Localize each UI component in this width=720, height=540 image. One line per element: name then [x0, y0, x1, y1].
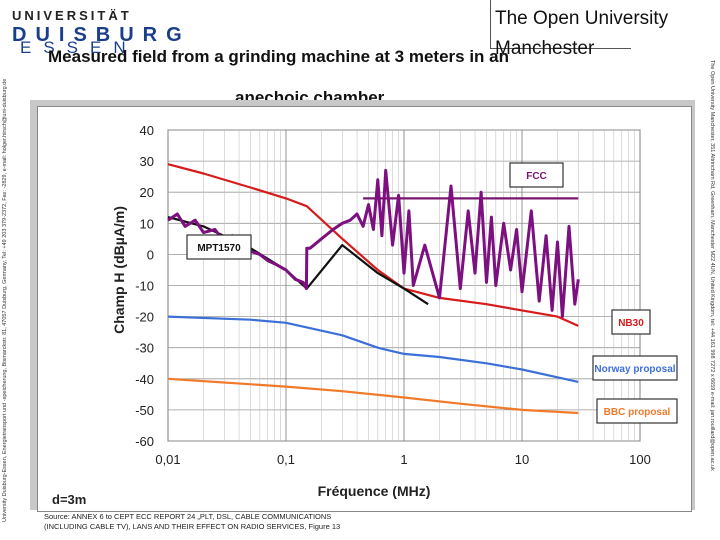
legend-layer: FCC MPT1570 NB30 Norway proposal BBC proposa… — [186, 162, 678, 424]
legend-box — [186, 234, 252, 260]
x-tick-label: 0,1 — [277, 452, 295, 467]
series-line-bbc-proposal — [167, 377, 579, 415]
caption-line1: Source: ANNEX 6 to CEPT ECC REPORT 24 „P… — [44, 512, 332, 521]
legend-label: BBC proposal — [604, 407, 671, 418]
partner-name-line2: Manchester — [495, 38, 595, 59]
legend-label: MPT1570 — [197, 243, 241, 254]
series-line-norway-proposal — [167, 315, 579, 383]
distance-annotation: d=3m — [52, 492, 86, 507]
series-line-nb30 — [167, 163, 579, 327]
y-tick-label: 0 — [147, 247, 154, 262]
y-tick-label: 10 — [140, 216, 154, 231]
y-tick-label: 40 — [140, 123, 154, 138]
y-tick-label: -20 — [135, 310, 154, 325]
y-tick-label: 30 — [140, 154, 154, 169]
series-line-measured-field — [167, 168, 580, 319]
legend-label: Norway proposal — [594, 364, 675, 375]
legend-box — [596, 398, 678, 424]
y-tick-label: -30 — [135, 341, 154, 356]
slide-title-line1: Measured field from a grinding machine a… — [48, 47, 510, 66]
university-name-line3: ESSEN — [20, 38, 138, 57]
x-tick-label: 10 — [515, 452, 529, 467]
series-layer — [167, 163, 580, 415]
x-axis-label: Fréquence (MHz) — [318, 483, 431, 499]
university-name-line1: UNIVERSITÄT — [12, 8, 132, 23]
x-tick-label: 1 — [400, 452, 407, 467]
grid-layer — [167, 129, 641, 442]
partner-logo-box — [490, 0, 631, 49]
x-tick-label: 0,01 — [155, 452, 180, 467]
y-tick-label: 20 — [140, 185, 154, 200]
university-name-line2: DUISBURG — [12, 24, 191, 46]
y-tick-label: -40 — [135, 372, 154, 387]
legend-label: FCC — [526, 171, 547, 182]
legend-box — [509, 162, 564, 188]
y-axis-label: Champ H (dBµA/m) — [111, 206, 127, 334]
caption-line2: (INCLUDING CABLE TV), LANS AND THEIR EFF… — [44, 522, 341, 531]
partner-name-line1: The Open University — [495, 8, 669, 29]
y-tick-label: -50 — [135, 403, 154, 418]
legend-box — [611, 309, 651, 335]
y-tick-label: -10 — [135, 279, 154, 294]
x-tick-label: 100 — [629, 452, 651, 467]
y-tick-label: -60 — [135, 434, 154, 449]
source-caption: Source: ANNEX 6 to CEPT ECC REPORT 24 „P… — [44, 512, 340, 532]
legend-box — [592, 355, 678, 381]
legend-label: NB30 — [618, 318, 644, 329]
